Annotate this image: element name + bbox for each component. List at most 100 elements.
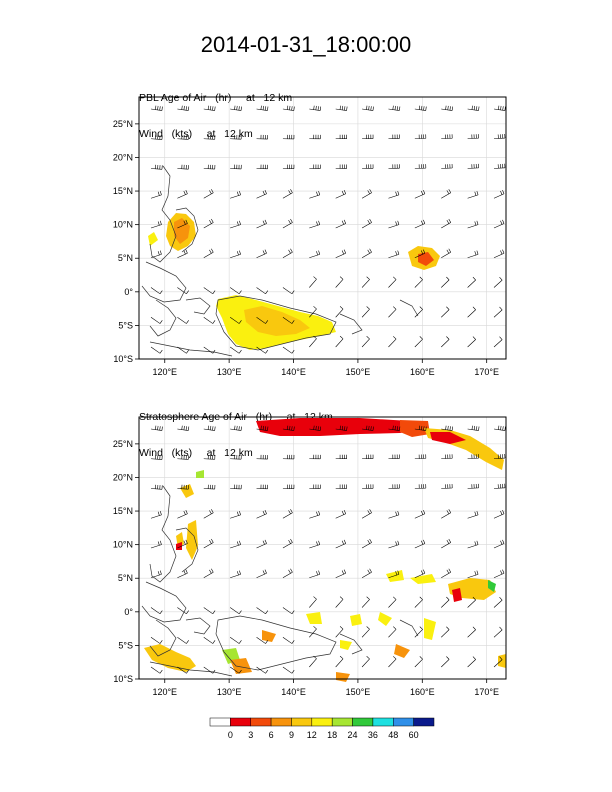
axis-ticks: 120°E 130°E 140°E 150°E 160°E 170°E 25°N 20°N 15… [113,439,499,697]
wind-barb [177,455,189,460]
wind-barb [282,607,295,615]
wind-barb [388,190,400,199]
colorbar-swatch [209,717,231,727]
wind-barb [256,666,269,674]
wind-barb [335,425,348,431]
wind-barb [335,509,347,519]
colorbar-swatch [413,717,435,727]
wind-barb [256,164,268,170]
wind-barb [203,248,214,259]
colorbar-label: 3 [248,730,253,740]
pbl-region-east-blob-inner [418,252,434,266]
wind-barb [282,425,295,431]
wind-barb [414,596,423,608]
wind-barb [282,454,295,460]
map-panel-pbl: 120°E 130°E 140°E 150°E 160°E 170°E 25°N 20°N 15… [113,96,507,377]
wind-barb [229,607,242,615]
strat-region-philippines-red [176,542,182,550]
wind-barb [467,510,479,519]
wind-barb [177,249,188,259]
wind-barb [229,287,242,295]
wind-barb [362,134,374,140]
wind-barb [414,656,423,668]
wind-barb [256,249,267,259]
wind-barb [467,250,479,259]
lon-tick-label: 150°E [346,687,371,697]
wind-barb [493,189,505,199]
wind-barb [467,105,480,111]
wind-barb [493,249,505,259]
wind-barb [441,218,452,229]
wind-barb [414,306,423,318]
wind-barb [203,484,216,490]
wind-barb [203,218,214,229]
wind-barb [256,105,269,111]
wind-barb [177,135,189,140]
wind-barb [282,666,295,674]
wind-barb [309,276,317,288]
wind-barb [335,105,348,111]
wind-barb [256,189,267,199]
wind-barb [493,509,505,519]
wind-barb [282,248,293,259]
wind-barb [150,317,163,324]
wind-barb [177,484,189,490]
wind-barb [230,164,242,170]
lat-tick-label: 15°N [113,506,133,516]
wind-barb [335,164,347,169]
wind-barb [493,569,505,579]
wind-barb [467,540,479,549]
wind-barb [441,306,450,318]
wind-barb [230,510,241,519]
wind-barb [467,134,479,140]
wind-barb [256,287,269,295]
wind-barb [414,569,426,579]
lat-tick-label: 10°N [113,220,133,230]
wind-barb [388,220,400,229]
wind-barb [150,250,162,259]
wind-barb [441,454,453,460]
map-frame [138,416,507,680]
wind-barb [177,637,189,644]
wind-barb [335,249,347,259]
wind-barb [203,538,214,549]
wind-barb [441,626,450,638]
wind-barb [203,105,216,111]
wind-barb [335,539,347,549]
wind-barb [441,509,452,519]
wind-barb [230,454,242,460]
wind-barb [230,105,242,111]
wind-barb [388,656,397,668]
wind-barb [414,105,427,111]
wind-barb [282,568,293,579]
wind-barb [441,134,453,140]
wind-barb [309,484,321,489]
wind-barb [361,218,372,229]
wind-barb [282,484,295,489]
wind-barb [441,163,453,169]
wind-barb [203,666,216,674]
wind-barb [282,287,295,295]
strat-region-south-east-blob [498,654,506,668]
wind-barb [203,164,216,170]
wind-barb [309,250,321,259]
wind-barb [493,134,506,140]
colorbar-swatch [372,717,394,727]
lat-tick-label: 10°S [113,674,133,684]
wind-barb [414,249,426,259]
wind-barb [493,105,506,111]
wind-barb [361,568,372,579]
lat-tick-label: 5°S [118,640,133,650]
wind-barb [493,306,503,318]
lat-tick-label: 25°N [113,119,133,129]
lon-tick-label: 160°E [410,687,435,697]
wind-barb [335,484,347,489]
wind-barb [493,596,503,608]
wind-barb [441,248,452,259]
wind-barb [256,317,269,324]
panel-2-wind-label: Wind (kts) at 12 km [139,447,253,459]
wind-barb [388,250,400,259]
lat-tick-label: 5°N [118,573,133,583]
colorbar-label: 24 [348,730,358,740]
wind-barb [441,568,452,579]
